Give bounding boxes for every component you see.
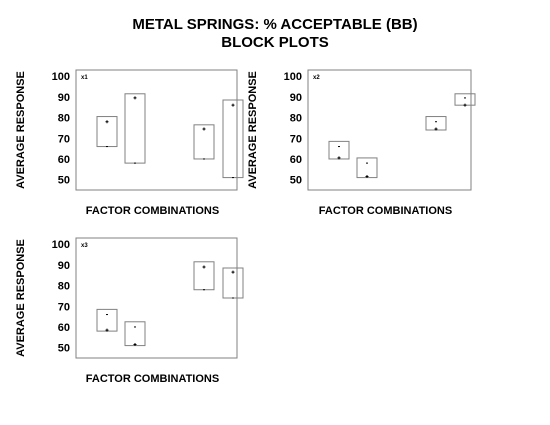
y-tick-label: 80 (58, 281, 70, 293)
panel-tag: x2 (313, 75, 320, 81)
block-rect (96, 308, 118, 332)
plus-marker (231, 270, 235, 274)
plot-frame (75, 69, 238, 191)
y-tick-label: 80 (58, 113, 70, 125)
plus-marker (133, 343, 137, 347)
plus-marker (133, 96, 137, 100)
block-rect (328, 140, 350, 160)
plus-marker (434, 127, 438, 131)
block-plot-panel: x1 50 60 70 80 90 100 AVERAGE RESPONSE FACTOR CO… (15, 69, 244, 217)
block-plot-panel: x3 50 60 70 80 90 100 AVERAGE RESPONSE FACTOR CO… (15, 237, 244, 385)
block-rect (124, 93, 146, 164)
block-plot-panel: x2 50 60 70 80 90 100 AVERAGE RESPONSE FACTOR CO… (247, 69, 476, 217)
y-tick-label: 90 (58, 260, 70, 272)
y-axis-label: AVERAGE RESPONSE (15, 239, 27, 357)
x-axis-label: FACTOR COMBINATIONS (86, 205, 219, 217)
plus-marker (463, 103, 467, 107)
plus-marker (105, 120, 109, 124)
y-tick-label: 60 (290, 154, 302, 166)
panel-tag: x3 (81, 243, 88, 249)
plot-frame (307, 69, 472, 191)
y-tick-label: 50 (290, 175, 302, 187)
plus-marker (337, 156, 341, 160)
y-tick-label: 90 (58, 92, 70, 104)
y-tick-label: 80 (290, 113, 302, 125)
plus-marker (202, 127, 206, 131)
y-tick-label: 50 (58, 175, 70, 187)
x-axis-label: FACTOR COMBINATIONS (86, 373, 219, 385)
y-tick-label: 100 (284, 71, 302, 83)
plus-marker (365, 175, 369, 179)
figure-title: METAL SPRINGS: % ACCEPTABLE (BB) (132, 16, 417, 33)
block-rect (124, 321, 146, 347)
y-axis-label: AVERAGE RESPONSE (247, 71, 259, 189)
y-tick-label: 50 (58, 343, 70, 355)
block-rect (454, 93, 476, 106)
y-axis-label: AVERAGE RESPONSE (15, 71, 27, 189)
block-rect (222, 99, 244, 179)
y-tick-label: 60 (58, 322, 70, 334)
figure-subtitle: BLOCK PLOTS (221, 34, 329, 51)
y-tick-label: 70 (290, 133, 302, 145)
plot-frame (75, 237, 238, 359)
plus-marker (105, 328, 109, 332)
x-axis-label: FACTOR COMBINATIONS (319, 205, 452, 217)
plus-marker (231, 103, 235, 107)
panel-tag: x1 (81, 75, 88, 81)
y-tick-label: 100 (52, 71, 70, 83)
panels: x1 50 60 70 80 90 100 AVERAGE RESPONSE FACTOR CO… (15, 69, 476, 385)
plus-marker (202, 265, 206, 269)
y-tick-label: 100 (52, 239, 70, 251)
y-tick-label: 70 (58, 301, 70, 313)
y-tick-label: 70 (58, 133, 70, 145)
y-tick-label: 90 (290, 92, 302, 104)
y-tick-label: 60 (58, 154, 70, 166)
block-rect (356, 157, 378, 179)
